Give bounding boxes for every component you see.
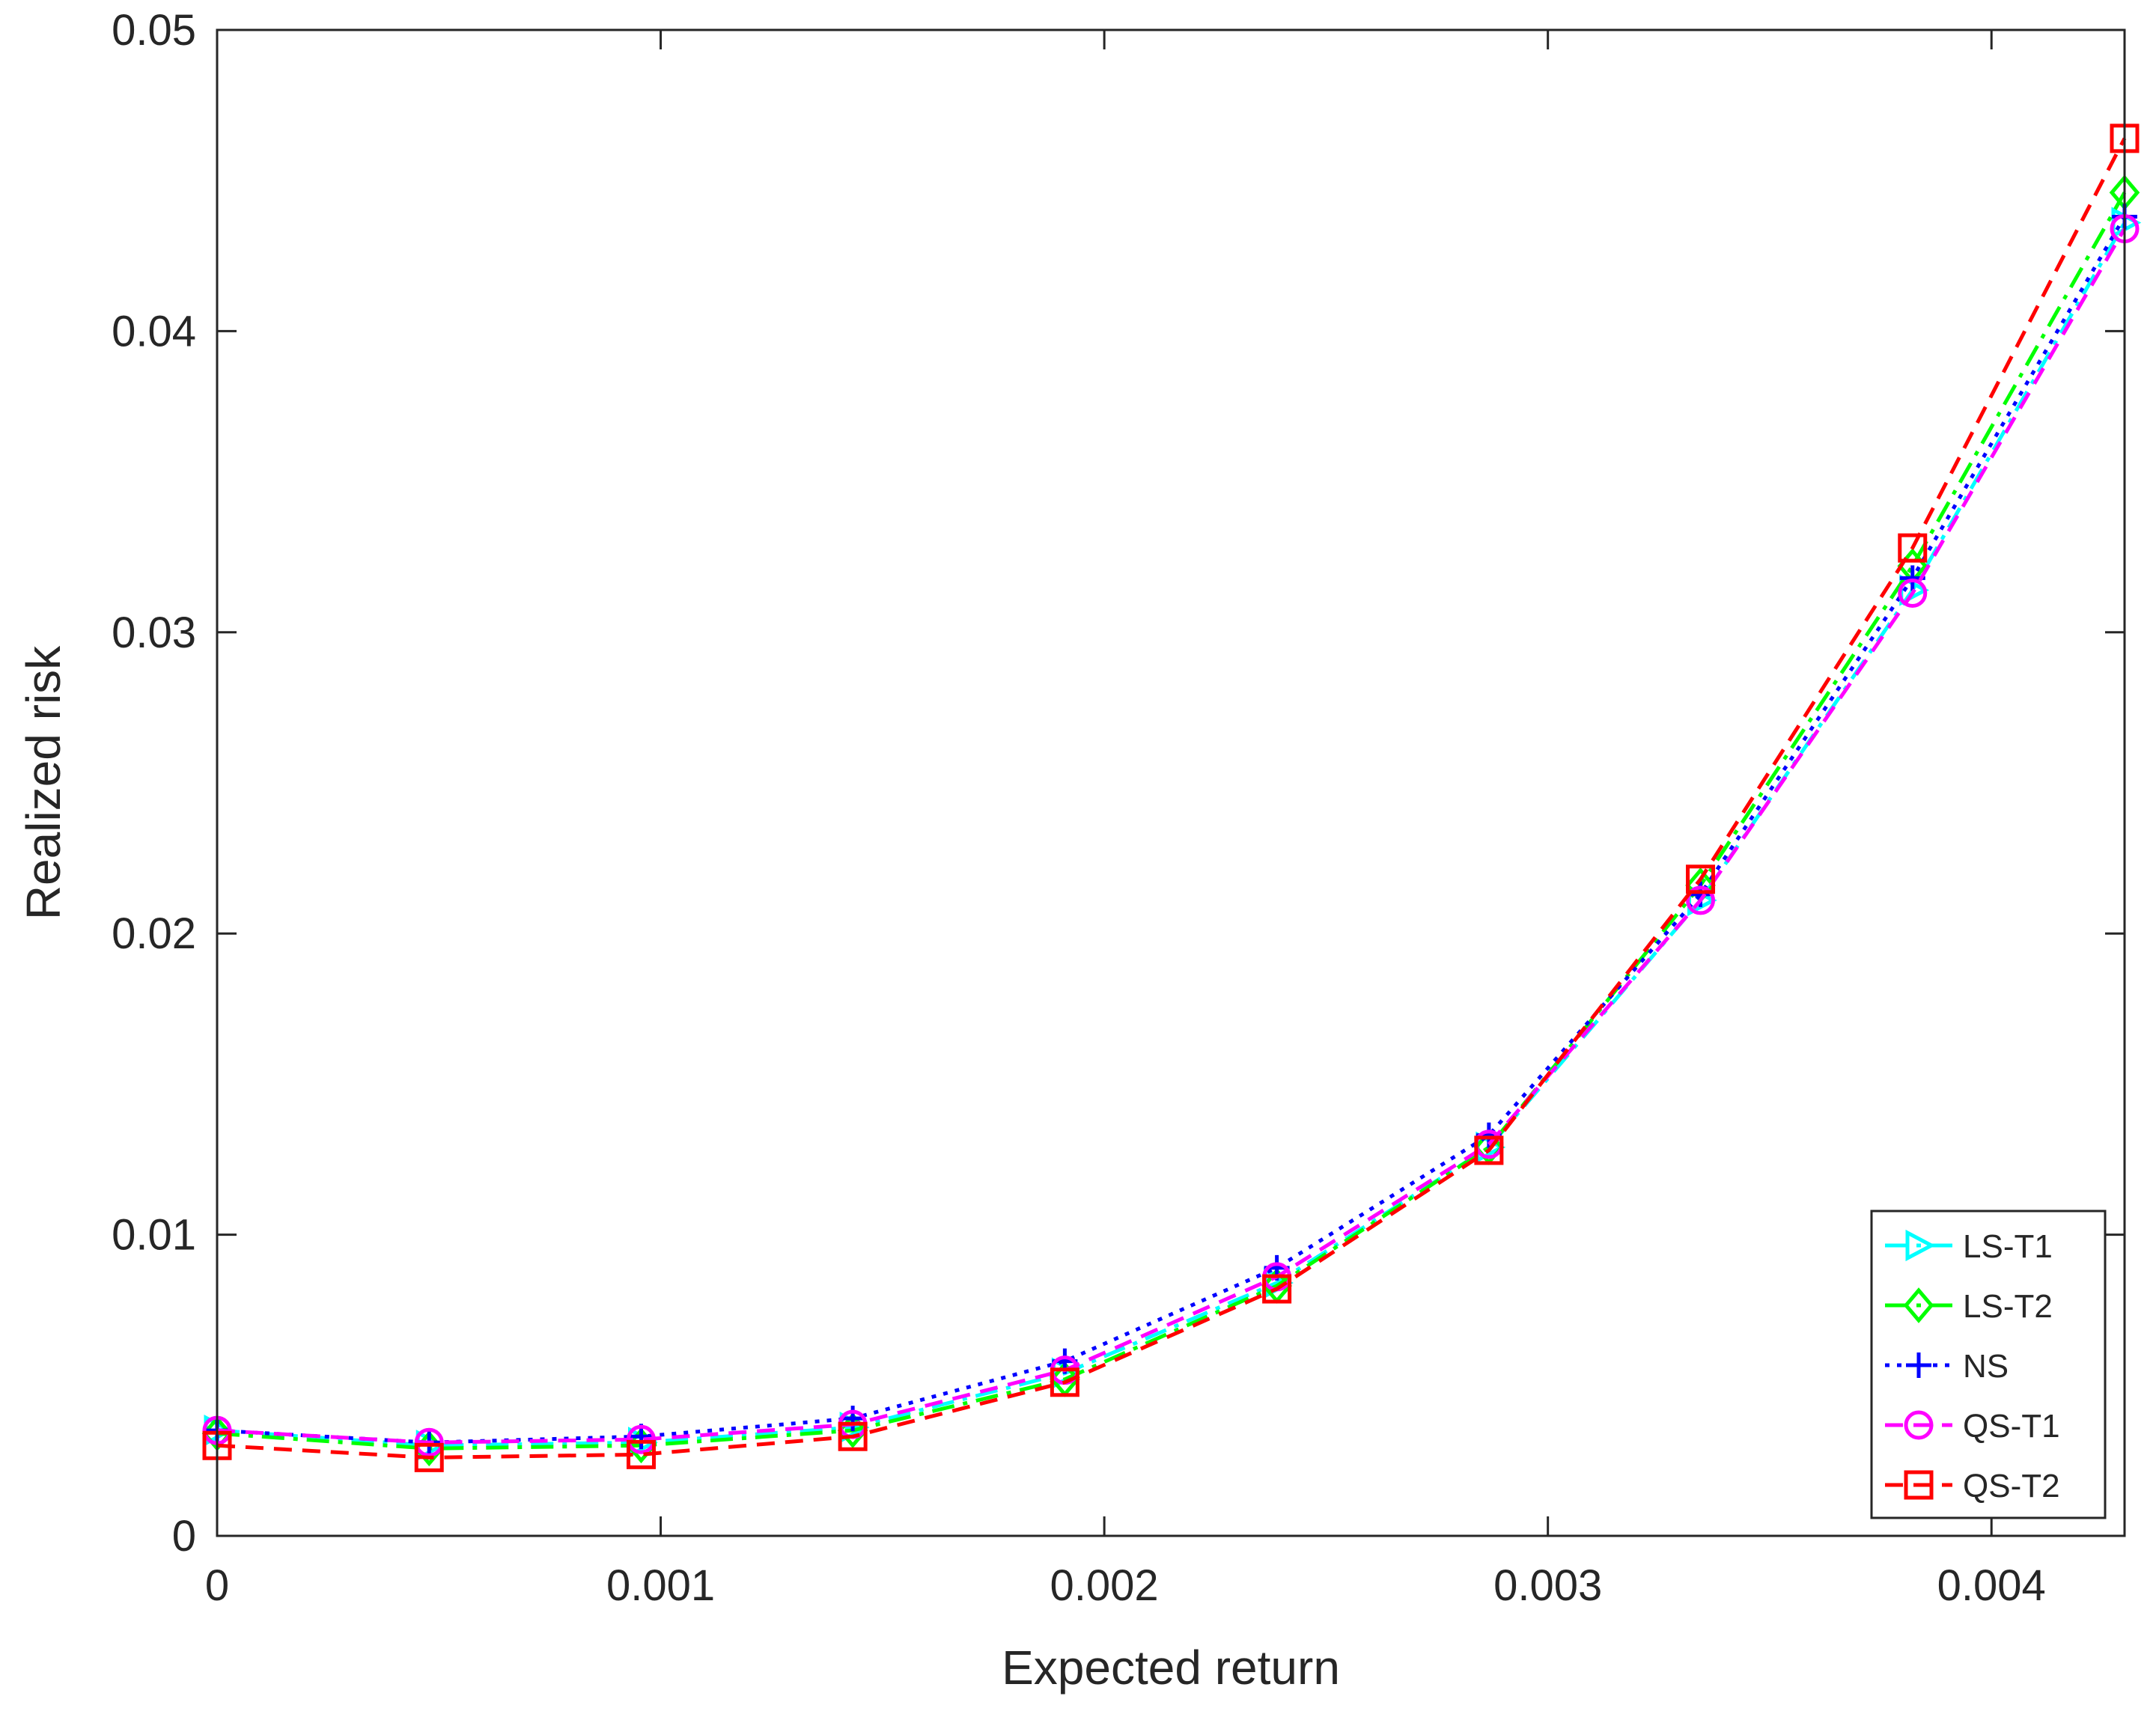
data-point-qs-t1 xyxy=(1686,885,1716,915)
plot-area xyxy=(217,30,2125,1536)
data-point-qs-t2 xyxy=(1474,1135,1504,1165)
x-tick-label: 0.004 xyxy=(1937,1561,2046,1610)
series-line-ns xyxy=(216,216,2127,1445)
axis-ticks: 0 0.001 0.002 0.003 0.004 0 0.01 0.02 0.03 0.04 0.… xyxy=(112,6,2125,1610)
series-line-ls-t2 xyxy=(216,192,2127,1451)
legend-marker xyxy=(1904,1470,1934,1500)
y-axis-title: Realized risk xyxy=(16,645,70,920)
plot-frame xyxy=(216,28,2126,1537)
series-qs-t2 xyxy=(202,123,2140,1472)
legend-entry-ls-t2: LS-T2 xyxy=(1885,1287,2053,1325)
legend-label: LS-T1 xyxy=(1963,1228,2053,1265)
data-point-qs-t2 xyxy=(1686,864,1716,894)
series-line-qs-t2 xyxy=(216,137,2127,1460)
legend-marker xyxy=(1905,1229,1936,1262)
data-point-qs-t1 xyxy=(1898,578,1928,608)
data-point-qs-t2 xyxy=(1898,533,1928,563)
legend-entry-qs-t1: QS-T1 xyxy=(1885,1408,2060,1445)
series-layer xyxy=(201,123,2142,1472)
legend-label: NS xyxy=(1963,1348,2009,1385)
y-tick-label: 0.03 xyxy=(112,609,196,657)
data-point-qs-t1 xyxy=(414,1427,444,1457)
legend-label: QS-T2 xyxy=(1963,1468,2060,1504)
legend-label: LS-T2 xyxy=(1963,1288,2053,1325)
y-tick-label: 0 xyxy=(172,1512,196,1561)
x-tick-label: 0.001 xyxy=(606,1561,715,1610)
legend-marker xyxy=(1906,1352,1931,1378)
series-line-ls-t1 xyxy=(216,222,2127,1448)
data-point-qs-t1 xyxy=(626,1424,656,1454)
legend-label: QS-T1 xyxy=(1963,1408,2060,1445)
y-tick-label: 0.05 xyxy=(112,6,196,55)
legend: LS-T1 LS-T2 NS QS-T1 QS-T2 xyxy=(1870,1210,2107,1519)
y-tick-label: 0.02 xyxy=(112,909,196,958)
data-point-qs-t2 xyxy=(1262,1274,1292,1304)
data-point-qs-t2 xyxy=(838,1421,868,1451)
data-point-qs-t2 xyxy=(414,1442,444,1472)
legend-entry-qs-t2: QS-T2 xyxy=(1885,1468,2060,1504)
y-tick-label: 0.04 xyxy=(112,307,196,356)
x-tick-label: 0 xyxy=(205,1561,229,1610)
x-axis-title: Expected return xyxy=(1002,1641,1340,1695)
data-point-qs-t2 xyxy=(1050,1367,1079,1397)
legend-entry-ls-t1: LS-T1 xyxy=(1885,1228,2053,1265)
data-point-qs-t2 xyxy=(626,1439,656,1469)
series-line-qs-t1 xyxy=(216,228,2127,1445)
legend-entry-ns: NS xyxy=(1885,1348,2009,1385)
legend-marker xyxy=(1903,1287,1934,1323)
x-tick-label: 0.003 xyxy=(1493,1561,1602,1610)
legend-marker xyxy=(1904,1410,1934,1440)
x-tick-label: 0.002 xyxy=(1050,1561,1159,1610)
y-tick-label: 0.01 xyxy=(112,1211,196,1260)
